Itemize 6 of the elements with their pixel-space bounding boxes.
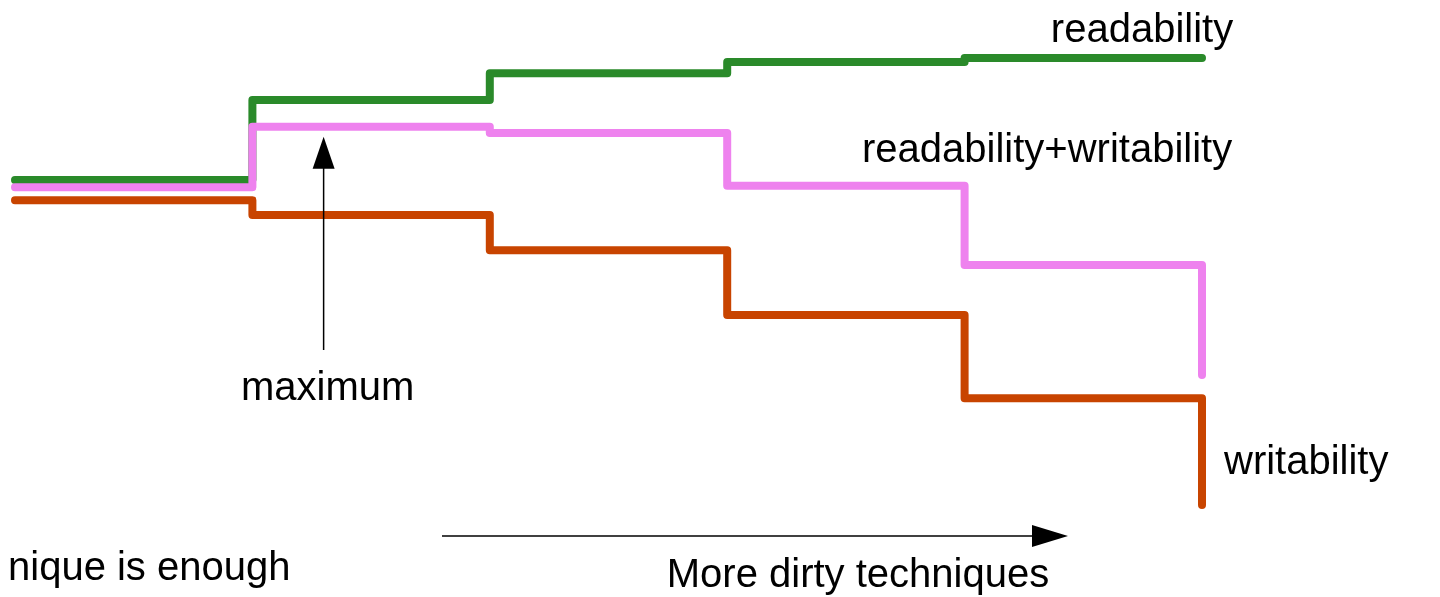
text: More dirty techniques — [666, 551, 1050, 595]
series-label: readability+writability — [862, 125, 1233, 170]
annotation: maximum — [240, 364, 415, 408]
series-label: writability — [1223, 438, 1389, 482]
series-label: readability — [1050, 6, 1234, 50]
text: nique is enough — [8, 544, 291, 588]
